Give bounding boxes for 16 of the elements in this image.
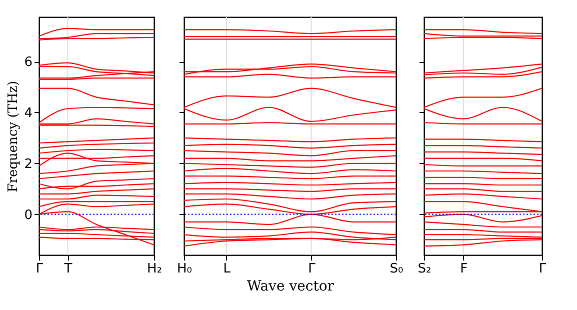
y-tick-label: 4 <box>24 106 32 121</box>
x-tick-label: Γ <box>36 262 44 276</box>
x-tick-label: S₀ <box>390 262 404 276</box>
x-tick-label: F <box>460 262 468 276</box>
x-tick-label: Γ <box>538 262 547 276</box>
x-axis-title: Wave vector <box>247 278 334 294</box>
x-tick-label: S₂ <box>418 262 432 276</box>
y-tick-label: 2 <box>24 156 32 172</box>
x-tick-label: H₀ <box>177 262 192 276</box>
x-tick-label: H₂ <box>147 262 162 276</box>
y-tick-label: 0 <box>24 208 32 223</box>
x-tick-label: Γ <box>308 262 316 276</box>
x-tick-label: T <box>63 262 72 276</box>
x-tick-label: L <box>223 262 232 276</box>
y-tick-label: 6 <box>24 55 32 70</box>
y-axis-title: Frequency (THz) <box>6 80 22 192</box>
